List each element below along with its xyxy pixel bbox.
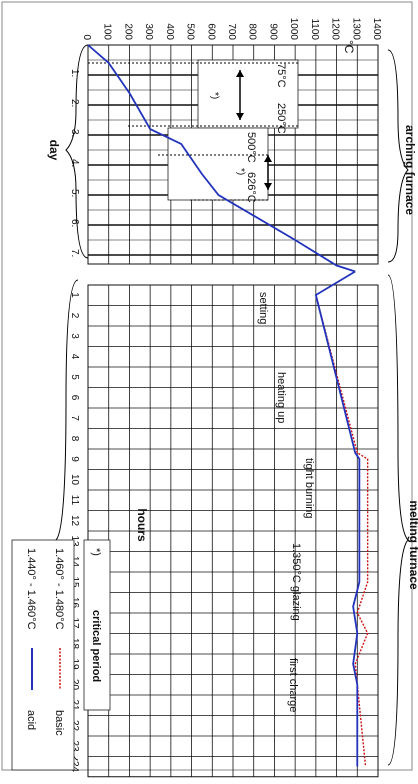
legend-critical-marker: *) [90,548,102,556]
hour-tick-label: 7 [69,415,80,421]
hour-tick-label: 18 [69,638,80,650]
day-brace [65,44,89,259]
hour-tick-label: 11 [69,495,80,506]
arrow-left-icon [236,70,244,77]
hour-tick-label: 14 [69,556,80,568]
legend-basic-range: 1.460° - 1.480°C [53,548,65,630]
temperature-tick-label: 1400 [371,18,382,41]
arching-furnace-label: arching furnace [403,125,417,215]
arching-acid-line [87,44,356,273]
day-tick-label: 5. [69,189,80,197]
hour-tick-label: 6 [69,395,80,401]
hour-tick-label: 20 [69,679,80,691]
hour-tick-label: 1 [69,292,80,298]
melting-furnace-label: melting furnace [407,500,418,590]
temperature-tick-label: 400 [164,23,175,40]
day-tick-label: 7. [69,249,80,257]
arrow-right-icon [264,183,272,190]
hour-tick-label: 21 [69,699,80,711]
legend-critical-label: critical period [90,610,102,682]
hour-tick-label: 2 [69,313,80,319]
day-tick-label: 2. [69,99,80,107]
critical-period-1: 75°C 250°C *) [197,59,299,134]
temperature-tick-label: 600 [205,23,216,40]
temperature-tick-label: 1000 [288,18,299,41]
hour-tick-label: 19 [69,658,80,670]
hour-tick-label: 12 [69,515,80,527]
hour-tick-label: 9 [69,456,80,462]
temperature-axis: 0 100 200 300 400 500 600 700 800 900 1000 1100 1200… [81,18,382,41]
temperature-tick-label: 900 [267,23,278,40]
phase-heating-up: heating up [275,372,287,423]
day-ticks: 1. 2. 3. 4. 5. 6. 7. [69,69,80,257]
temperature-tick-label: 700 [226,23,237,40]
melting-acid-line [314,270,361,767]
critical-2-low: 500°C [245,132,257,163]
hour-tick-label: 8 [69,436,80,442]
legend: *) critical period 1.460° - 1.480°C basi… [11,539,111,771]
temperature-unit: °C [342,40,356,54]
critical-1-low: 75°C [275,63,287,88]
hour-tick-label: 13 [69,535,80,547]
legend-basic-label: basic [53,710,65,736]
temperature-tick-label: 500 [185,23,196,40]
melting-brace [387,274,409,766]
hour-tick-label: 22 [69,720,80,732]
rotated-diagram: 0 100 200 300 400 500 600 700 800 900 1000 1100 1200… [11,18,418,778]
hour-tick-label: 5 [69,374,80,380]
critical-2-marker: *) [235,168,246,175]
temperature-tick-label: 800 [247,23,258,40]
arrow-left-icon [264,155,272,162]
hour-tick-label: 16 [69,597,80,609]
temperature-tick-label: 1100 [309,18,320,40]
temperature-tick-label: 100 [102,23,113,40]
day-tick-label: 6. [69,219,80,227]
hours-axis-label: hours [135,508,149,542]
temperature-tick-label: 300 [143,23,154,40]
day-tick-label: 3. [69,129,80,137]
critical-1-marker: *) [209,92,220,99]
day-tick-label: 4. [69,159,80,167]
arching-brace [387,49,409,263]
hour-tick-label: 4 [69,354,80,360]
phase-setting: setting [257,292,269,324]
critical-period-2: 500°C 626°C *) [167,127,272,203]
hour-tick-label: 10 [69,474,80,486]
hour-tick-label: 15 [69,576,80,588]
temperature-tick-label: 0 [81,34,92,40]
phase-glazing: 1.350°C glazing [290,543,302,621]
legend-acid-range: 1.440° - 1.460°C [25,548,37,630]
hour-tick-label: 17 [69,617,80,629]
critical-1-high: 250°C [275,103,287,134]
temperature-tick-label: 1300 [350,18,361,41]
arrow-right-icon [236,113,244,120]
day-tick-label: 1. [69,69,80,77]
hour-tick-label: 23 [69,740,80,752]
temperature-tick-label: 200 [122,23,133,40]
hour-tick-label: 24 [69,761,80,773]
hour-tick-label: 3 [69,333,80,339]
legend-acid-label: acid [25,710,37,730]
phase-first-charge: first charge [287,658,299,712]
phase-tight-burning: tight burning [303,458,315,519]
critical-2-high: 626°C [245,172,257,203]
legend-range-box [11,539,75,771]
legend-critical-box [83,539,111,711]
day-axis-label: day [47,140,61,161]
temperature-tick-label: 1200 [330,18,341,41]
